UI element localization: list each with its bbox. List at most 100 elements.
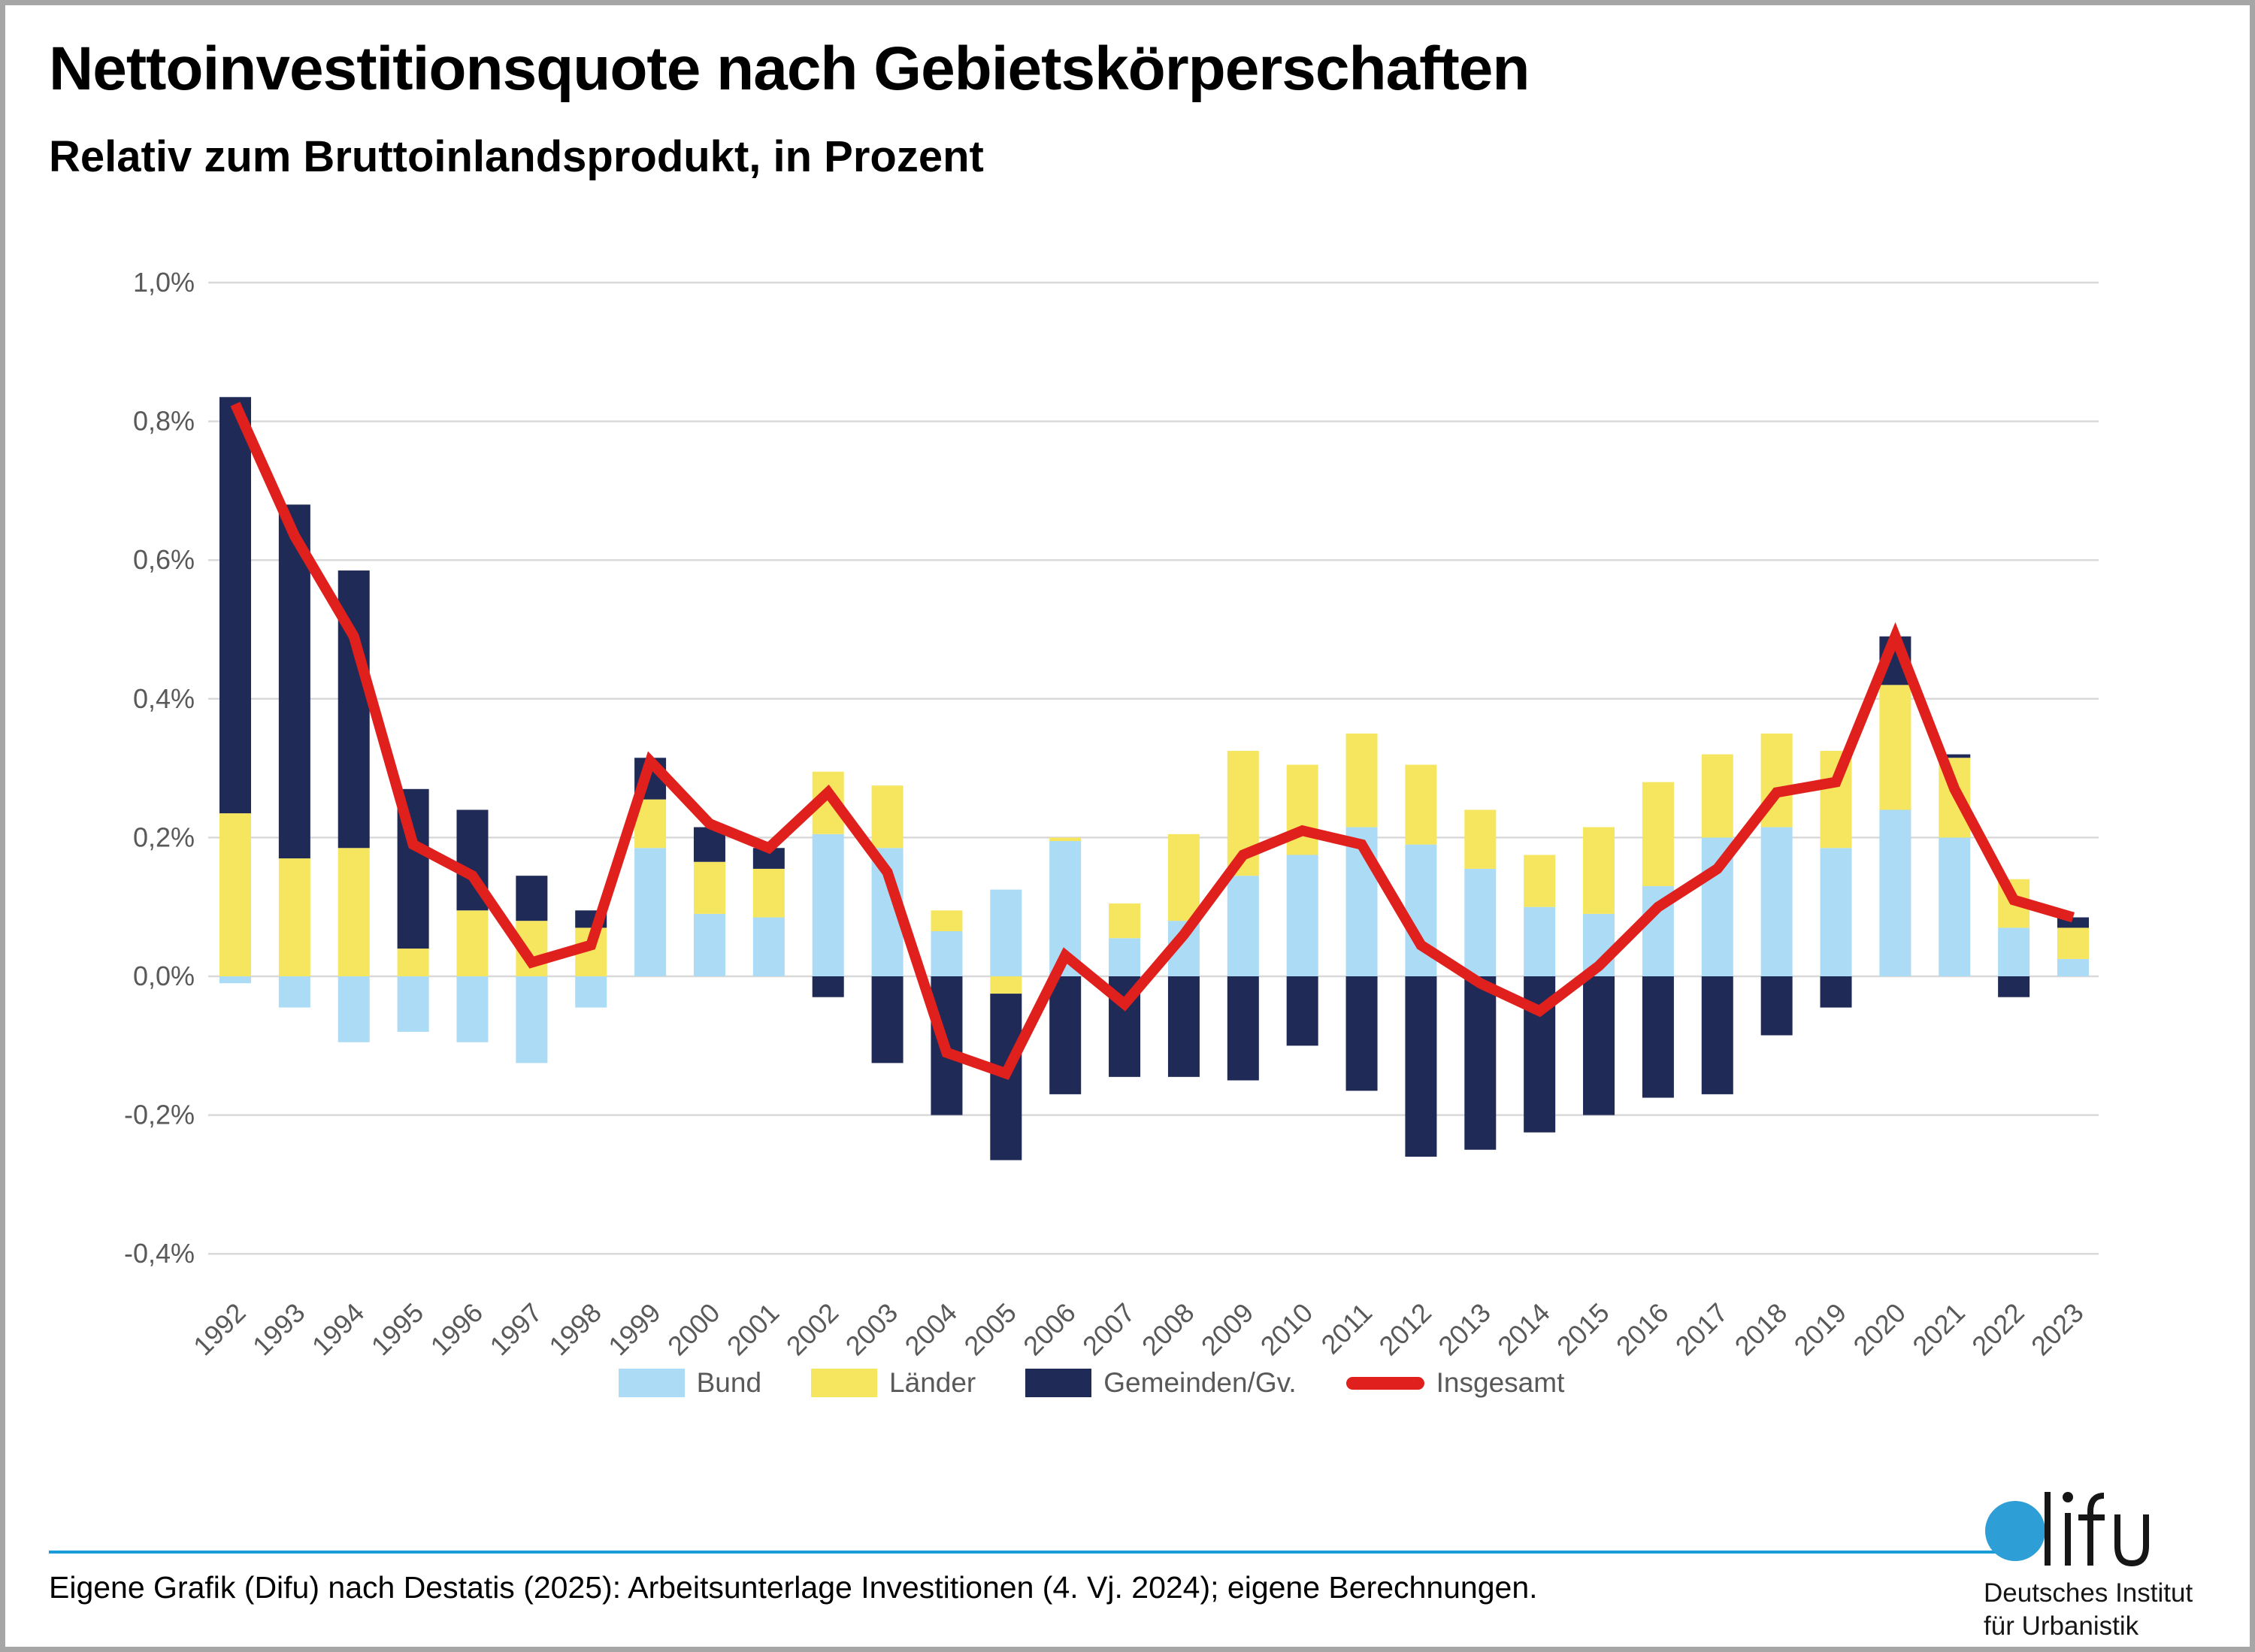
legend-label: Bund (696, 1367, 762, 1398)
source-note: Eigene Grafik (Difu) nach Destatis (2025… (49, 1570, 1538, 1605)
bar-segment-bund (1998, 927, 2030, 976)
bar-segment-gemeindengv (1939, 754, 1971, 758)
bar-segment-lnder (278, 858, 310, 976)
bar-segment-lnder (456, 910, 489, 976)
legend-swatch-icon (618, 1369, 685, 1397)
x-tick-label: 2002 (780, 1297, 845, 1362)
bar-segment-lnder (397, 949, 429, 976)
y-tick-label: 0,6% (133, 544, 195, 575)
bar-segment-bund (634, 848, 667, 976)
logo-wordmark-icon (2045, 1492, 2149, 1567)
x-tick-label: 2014 (1491, 1297, 1556, 1362)
bar-segment-lnder (1167, 834, 1200, 921)
bar-segment-bund (1524, 906, 1556, 976)
logo-line1: Deutsches Institut (1984, 1578, 2193, 1608)
bar-segment-gemeindengv (1820, 976, 1852, 1008)
bar-segment-bund (1760, 827, 1793, 976)
x-tick-label: 2005 (958, 1297, 1022, 1362)
bar-segment-gemeindengv (1760, 976, 1793, 1036)
y-tick-label: -0,4% (124, 1238, 195, 1269)
legend-item-bund: Bund (618, 1367, 762, 1399)
legend-item-gemeindengv: Gemeinden/Gv. (1025, 1367, 1297, 1399)
y-tick-label: 0,8% (133, 406, 195, 437)
bar-segment-lnder (1464, 809, 1497, 869)
bar-segment-gemeindengv (1049, 976, 1082, 1094)
bar-segment-bund (575, 976, 607, 1008)
bar-segment-bund (752, 917, 785, 976)
legend-label: Gemeinden/Gv. (1103, 1367, 1297, 1398)
footer-divider (49, 1551, 2003, 1554)
bar-segment-gemeindengv (1583, 976, 1615, 1115)
bar-segment-bund (1939, 837, 1971, 976)
x-tick-label: 2013 (1432, 1297, 1497, 1362)
bar-segment-gemeindengv (1464, 976, 1497, 1150)
bar-segment-lnder (1109, 903, 1141, 939)
x-tick-label: 2020 (1847, 1297, 1911, 1362)
bar-segment-gemeindengv (1286, 976, 1318, 1046)
legend-item-insgesamt: Insgesamt (1345, 1367, 1564, 1399)
bar-segment-lnder (1642, 782, 1674, 887)
bar-segment-bund (219, 976, 251, 984)
legend-line-icon (1345, 1376, 1424, 1390)
insgesamt-line (230, 401, 2075, 1080)
x-tick-label: 2000 (661, 1297, 726, 1362)
chart-subtitle: Relativ zum Bruttoinlandsprodukt, in Pro… (49, 132, 984, 181)
x-tick-label: 2022 (1966, 1297, 2030, 1362)
x-tick-label: 2010 (1255, 1297, 1319, 1362)
bar-segment-gemeindengv (1167, 976, 1200, 1077)
bar-segment-gemeindengv (871, 976, 904, 1064)
bar-segment-lnder (337, 848, 370, 976)
x-tick-label: 2008 (1136, 1297, 1200, 1362)
bar-segment-lnder (1879, 685, 1911, 810)
x-tick-label: 2006 (1017, 1297, 1082, 1362)
x-tick-label: 2004 (898, 1297, 963, 1362)
bar-segment-lnder (1701, 754, 1733, 838)
bar-segment-bund (1109, 938, 1141, 976)
x-tick-label: 2007 (1076, 1297, 1141, 1362)
y-tick-label: 0,4% (133, 683, 195, 714)
x-tick-label: 2017 (1669, 1297, 1734, 1362)
bar-segment-gemeindengv (219, 397, 251, 814)
x-tick-label: 2018 (1729, 1297, 1793, 1362)
bar-segment-bund (693, 913, 725, 976)
x-tick-label: 1997 (483, 1297, 548, 1362)
bar-segment-bund (516, 976, 548, 1064)
bar-segment-bund (337, 976, 370, 1042)
bar-segment-lnder (931, 910, 963, 932)
legend-label: Länder (889, 1367, 976, 1398)
x-tick-label: 2001 (721, 1297, 785, 1362)
bar-segment-gemeindengv (1998, 976, 2030, 997)
bar-segment-lnder (1345, 733, 1378, 828)
x-tick-label: 2019 (1788, 1297, 1853, 1362)
x-tick-label: 2012 (1373, 1297, 1437, 1362)
chart-canvas: 1,0%0,8%0,6%0,4%0,2%0,0%-0,2%-0,4%199219… (124, 267, 2099, 1362)
legend-swatch-icon (811, 1369, 878, 1397)
bar-segment-gemeindengv (1405, 976, 1437, 1157)
bar-segment-bund (2057, 958, 2089, 976)
bar-segment-lnder (990, 976, 1022, 994)
bar-segment-lnder (219, 813, 251, 976)
bar-segment-bund (990, 889, 1022, 976)
x-tick-label: 1998 (543, 1297, 607, 1362)
x-tick-label: 2015 (1551, 1297, 1615, 1362)
bar-segment-bund (1286, 855, 1318, 976)
bar-segment-lnder (1286, 764, 1318, 855)
bar-segment-lnder (1405, 764, 1437, 845)
bar-segment-lnder (871, 785, 904, 849)
bar-segment-bund (1227, 876, 1259, 976)
y-tick-label: 0,0% (133, 961, 195, 991)
bar-segment-bund (1879, 809, 1911, 976)
bar-segment-bund (812, 834, 844, 976)
chart-title: Nettoinvestitionsquote nach Gebietskörpe… (49, 35, 1530, 103)
x-tick-label: 1995 (365, 1297, 430, 1362)
logo-line2: für Urbanistik (1984, 1611, 2139, 1641)
chart-legend: Bund Länder Gemeinden/Gv. Insgesamt (5, 1367, 2178, 1399)
bar-segment-lnder (1583, 827, 1615, 914)
bar-segment-lnder (693, 861, 725, 914)
logo-circle-icon (1985, 1501, 2045, 1561)
x-tick-label: 1999 (602, 1297, 667, 1362)
x-tick-label: 2003 (840, 1297, 904, 1362)
bar-segment-gemeindengv (1345, 976, 1378, 1091)
x-tick-label: 1993 (247, 1297, 311, 1362)
bar-segment-bund (1464, 868, 1497, 976)
